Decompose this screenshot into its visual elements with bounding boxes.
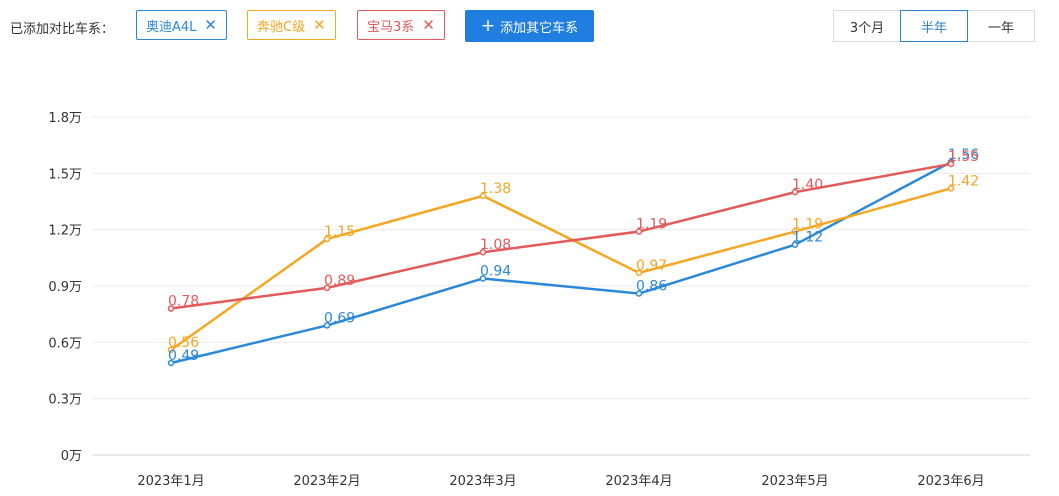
chip-label: 奥迪A4L	[146, 19, 197, 35]
data-point	[635, 290, 643, 297]
chip-audi-a4l[interactable]: 奥迪A4L ✕	[136, 10, 227, 40]
data-point	[479, 275, 487, 282]
data-label: 0.86	[636, 279, 667, 295]
data-label: 1.19	[792, 217, 823, 233]
data-label: 1.19	[636, 217, 667, 233]
data-point	[635, 228, 643, 235]
series-line	[170, 187, 952, 351]
data-label: 1.15	[324, 224, 355, 240]
data-label: 1.56	[948, 147, 979, 163]
range-one-year-button[interactable]: 一年	[967, 10, 1035, 42]
add-other-series-button[interactable]: + 添加其它车系	[465, 10, 594, 42]
data-label: 0.97	[636, 258, 667, 274]
data-label: 0.89	[324, 273, 355, 289]
data-point	[479, 248, 487, 256]
data-point	[791, 188, 799, 196]
data-point	[635, 269, 643, 277]
data-point	[947, 185, 955, 192]
chip-label: 宝马3系	[367, 19, 415, 35]
series-line	[170, 160, 952, 365]
add-button-label: 添加其它车系	[500, 20, 579, 36]
data-label: 0.94	[480, 263, 511, 279]
time-range-selector: 3个月 半年 一年	[833, 10, 1035, 42]
data-point	[791, 228, 799, 235]
x-tick-label: 2023年3月	[449, 474, 516, 489]
y-tick-label: 0.9万	[48, 280, 82, 295]
data-point	[947, 160, 955, 168]
y-tick-label: 0万	[61, 449, 82, 464]
x-tick-label: 2023年6月	[917, 474, 984, 489]
added-series-label: 已添加对比车系：	[10, 22, 115, 37]
data-point	[323, 235, 331, 243]
close-icon[interactable]: ✕	[422, 15, 435, 34]
data-point	[167, 346, 175, 354]
data-point	[479, 192, 487, 200]
y-tick-label: 0.6万	[48, 336, 82, 351]
chip-label: 奔驰C级	[257, 19, 306, 35]
y-tick-label: 1.2万	[48, 224, 82, 239]
data-label: 0.56	[168, 335, 199, 351]
data-label: 1.40	[792, 177, 823, 193]
data-point	[167, 359, 175, 367]
range-label: 3个月	[849, 20, 885, 36]
chip-benz-c-class[interactable]: 奔驰C级 ✕	[247, 10, 336, 40]
range-label: 半年	[920, 20, 947, 36]
data-label: 1.38	[480, 181, 511, 197]
chip-bmw-3-series[interactable]: 宝马3系 ✕	[357, 10, 445, 40]
range-3-months-button[interactable]: 3个月	[833, 10, 901, 42]
data-label: 1.42	[948, 173, 979, 189]
data-point	[791, 241, 799, 248]
range-half-year-button[interactable]: 半年	[900, 10, 968, 42]
data-label: 0.69	[324, 310, 355, 326]
x-tick-label: 2023年5月	[761, 474, 828, 489]
plus-icon: +	[480, 15, 496, 36]
series-line	[170, 162, 952, 310]
data-point	[323, 322, 331, 329]
data-point	[167, 305, 175, 312]
data-point	[323, 284, 331, 292]
y-tick-label: 0.3万	[48, 393, 82, 408]
y-tick-label: 1.8万	[48, 111, 82, 126]
data-label: 1.08	[480, 237, 511, 253]
x-tick-label: 2023年2月	[293, 474, 360, 489]
data-label: 0.49	[168, 348, 199, 364]
x-tick-label: 2023年1月	[137, 474, 204, 489]
close-icon[interactable]: ✕	[313, 15, 326, 34]
data-label: 1.55	[948, 149, 979, 165]
close-icon[interactable]: ✕	[204, 15, 217, 34]
data-label: 1.12	[792, 230, 823, 246]
range-label: 一年	[987, 20, 1014, 36]
comparison-toolbar: 已添加对比车系： 奥迪A4L ✕ 奔驰C级 ✕ 宝马3系 ✕ + 添加其它车系 …	[0, 10, 1059, 44]
data-label: 0.78	[168, 294, 199, 310]
y-tick-label: 1.5万	[48, 167, 82, 182]
x-tick-label: 2023年4月	[605, 474, 672, 489]
